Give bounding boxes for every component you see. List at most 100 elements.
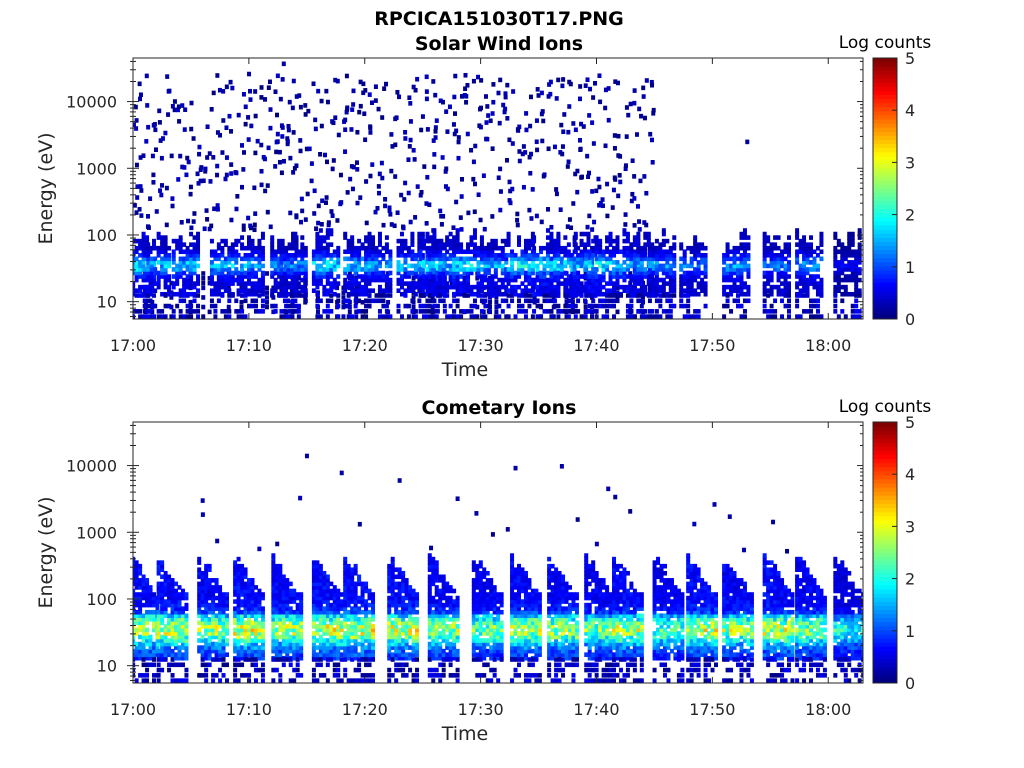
heatmap-cell xyxy=(625,252,630,258)
heatmap-cell xyxy=(357,238,362,244)
heatmap-cell xyxy=(380,175,385,181)
heatmap-cell xyxy=(175,107,180,113)
heatmap-cell xyxy=(296,252,301,258)
heatmap-cell xyxy=(646,281,651,286)
heatmap-cell xyxy=(221,599,226,604)
heatmap-cell xyxy=(309,161,314,166)
heatmap-cell xyxy=(802,284,807,290)
heatmap-cell xyxy=(133,260,136,265)
heatmap-cell xyxy=(406,263,411,269)
heatmap-cell xyxy=(177,592,182,597)
heatmap-cell xyxy=(277,267,282,272)
heatmap-cell xyxy=(493,260,498,265)
heatmap-cell xyxy=(138,242,143,247)
heatmap-cell xyxy=(639,293,644,298)
heatmap-cell xyxy=(665,309,670,314)
heatmap-cell xyxy=(549,274,554,279)
heatmap-cell xyxy=(292,166,297,171)
heatmap-cells xyxy=(128,453,863,683)
heatmap-cell xyxy=(527,256,532,262)
heatmap-cell xyxy=(236,638,241,643)
heatmap-cell xyxy=(629,198,634,204)
heatmap-cell xyxy=(682,281,687,286)
heatmap-cell xyxy=(576,270,581,276)
heatmap-cell xyxy=(250,267,255,272)
heatmap-cell xyxy=(780,314,785,319)
heatmap-cell xyxy=(215,130,220,135)
heatmap-cell xyxy=(128,635,132,640)
heatmap-cell xyxy=(462,281,467,286)
heatmap-cell xyxy=(854,288,859,293)
heatmap-cell xyxy=(152,613,157,619)
heatmap-cell xyxy=(689,281,694,286)
heatmap-cell xyxy=(431,267,436,272)
heatmap-cell xyxy=(329,274,334,279)
heatmap-cell xyxy=(142,314,147,319)
heatmap-cell xyxy=(141,631,146,636)
heatmap-cell xyxy=(703,270,708,276)
heatmap-cell xyxy=(220,274,225,279)
heatmap-cell xyxy=(434,291,439,297)
heatmap-cell xyxy=(854,309,859,314)
heatmap-cell xyxy=(211,90,216,96)
heatmap-cell xyxy=(452,260,457,265)
heatmap-cell xyxy=(300,293,305,298)
heatmap-cell xyxy=(329,284,334,290)
heatmap-cell xyxy=(798,242,803,247)
heatmap-cell xyxy=(141,235,146,240)
heatmap-cell xyxy=(134,162,139,168)
heatmap-cell xyxy=(177,678,182,683)
heatmap-cell xyxy=(250,270,255,276)
heatmap-cell xyxy=(141,678,146,683)
heatmap-cell xyxy=(304,146,309,152)
heatmap-cell xyxy=(432,152,437,157)
heatmap-cell xyxy=(153,288,158,293)
heatmap-cell xyxy=(441,99,446,105)
heatmap-cell xyxy=(336,132,341,138)
heatmap-cell xyxy=(374,270,379,276)
colorbar-tick-label: 2 xyxy=(905,206,915,225)
heatmap-cell xyxy=(343,288,348,293)
heatmap-cell xyxy=(230,245,235,251)
heatmap-cell xyxy=(448,274,453,279)
heatmap-cell xyxy=(594,303,599,309)
heatmap-cell xyxy=(303,281,308,286)
heatmap-cell xyxy=(294,163,299,168)
heatmap-cell xyxy=(583,83,588,88)
heatmap-cell xyxy=(424,201,429,206)
heatmap-cell xyxy=(133,291,136,297)
heatmap-cell xyxy=(197,595,202,601)
heatmap-cell xyxy=(615,235,620,240)
heatmap-cell xyxy=(594,291,599,297)
heatmap-cell xyxy=(138,252,143,258)
heatmap-cell xyxy=(452,284,457,290)
heatmap-cell xyxy=(180,631,185,636)
heatmap-cell xyxy=(273,260,278,265)
heatmap-cell xyxy=(539,90,544,96)
heatmap-cell xyxy=(265,209,270,215)
heatmap-cell xyxy=(357,252,362,258)
heatmap-cell xyxy=(622,245,627,251)
heatmap-cell xyxy=(435,267,440,272)
heatmap-cell xyxy=(233,648,238,654)
heatmap-cell xyxy=(586,231,591,237)
heatmap-cell xyxy=(552,256,557,262)
heatmap-cell xyxy=(795,256,800,262)
heatmap-cell xyxy=(230,293,235,298)
heatmap-cell xyxy=(243,104,248,110)
heatmap-cell xyxy=(425,291,430,297)
heatmap-cell xyxy=(552,270,557,276)
heatmap-cell xyxy=(629,256,634,262)
heatmap-cell xyxy=(629,309,634,314)
heatmap-cell xyxy=(223,284,228,290)
heatmap-cell xyxy=(149,263,154,269)
heatmap-cell xyxy=(197,151,202,157)
heatmap-cell xyxy=(643,291,648,297)
heatmap-cell xyxy=(273,89,278,95)
heatmap-cell xyxy=(223,281,228,286)
heatmap-cell xyxy=(854,314,859,319)
heatmap-cell xyxy=(170,609,175,615)
heatmap-cell xyxy=(682,260,687,265)
heatmap-cell xyxy=(445,293,450,298)
heatmap-cell xyxy=(229,171,234,176)
